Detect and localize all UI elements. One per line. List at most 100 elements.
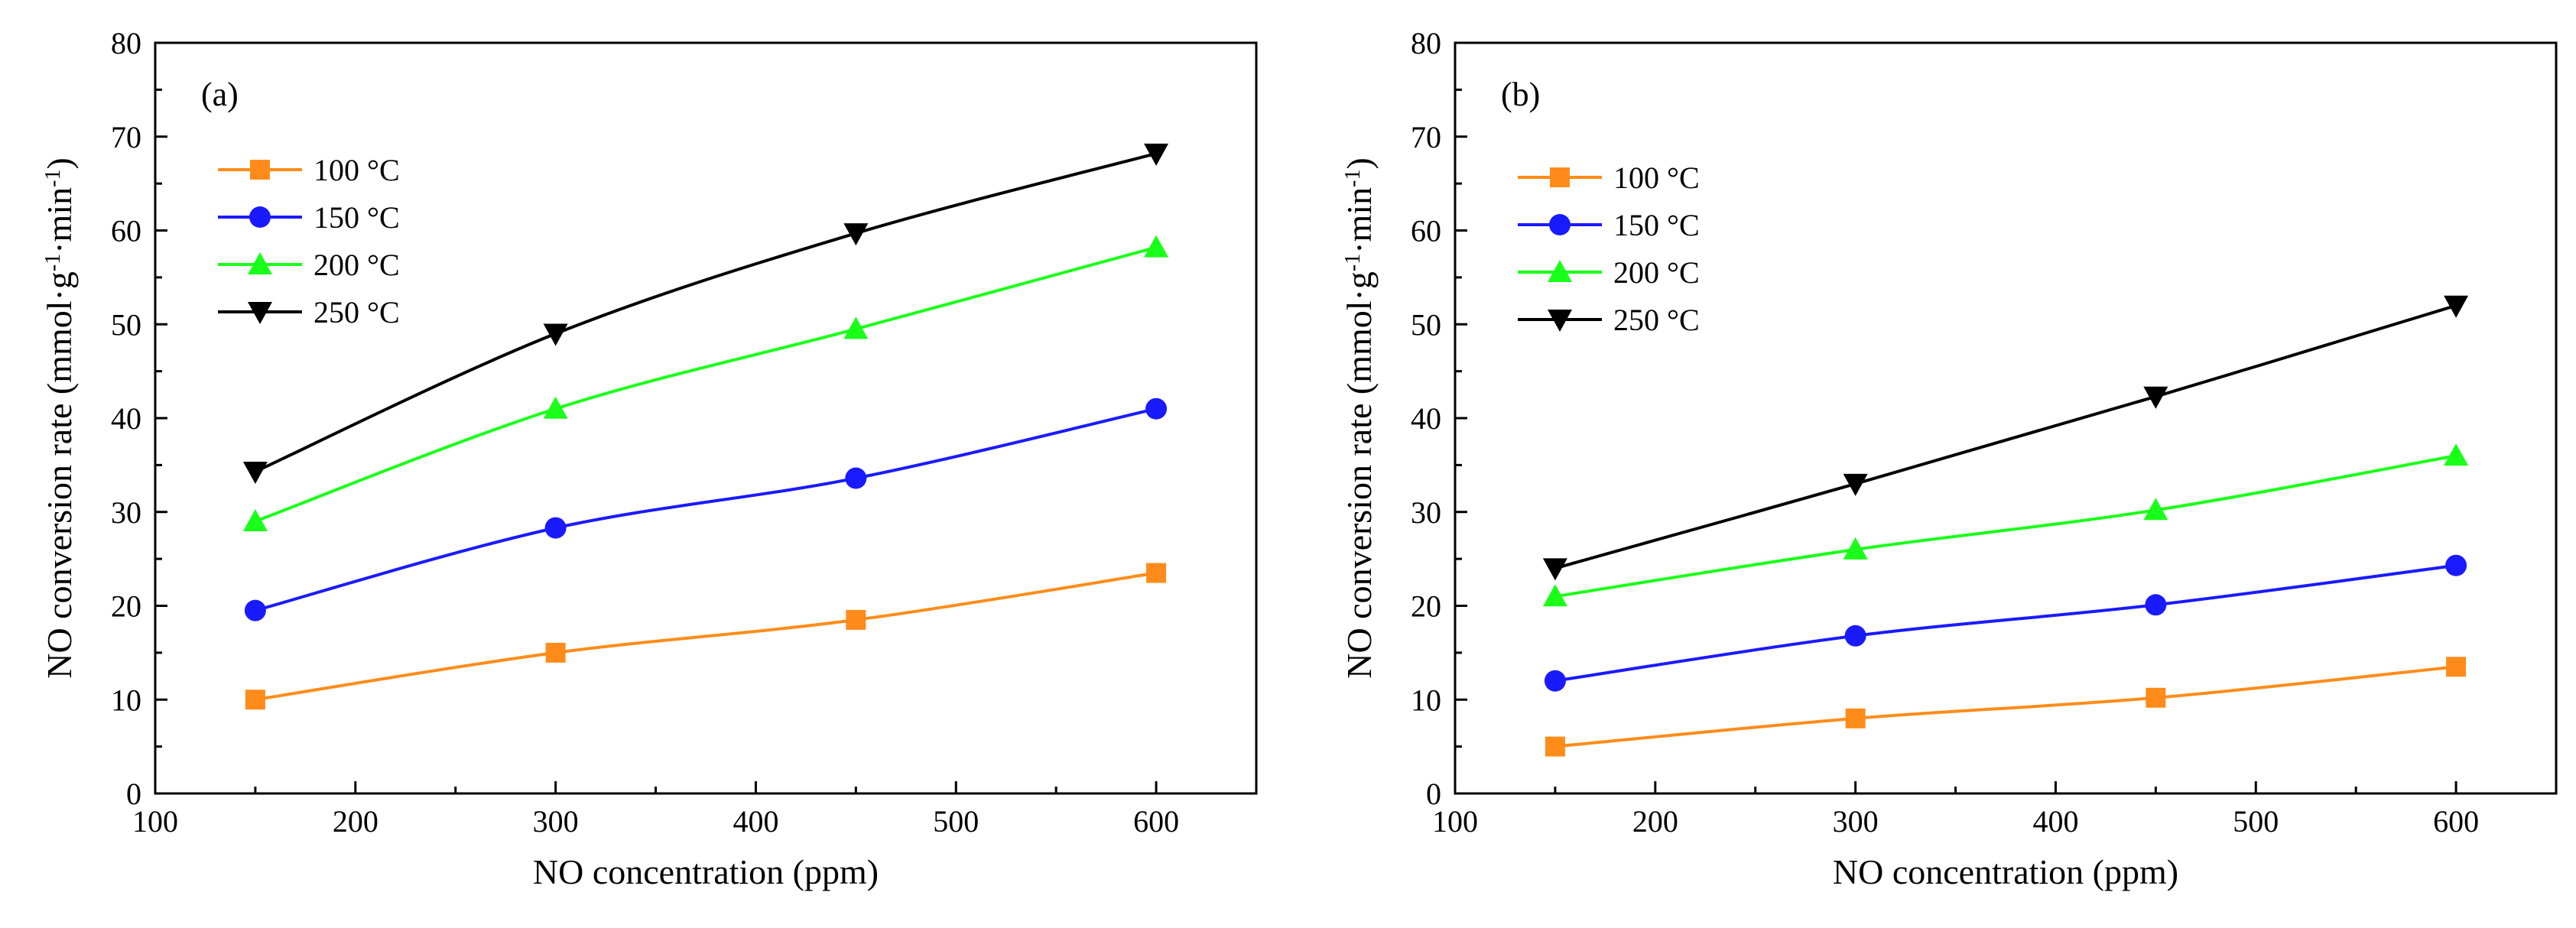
legend-label: 100 °C	[313, 153, 400, 187]
x-tick-label: 400	[733, 804, 778, 839]
data-point	[2444, 295, 2469, 318]
data-point	[2445, 554, 2467, 576]
y-tick-label: 70	[111, 120, 141, 154]
y-tick-label: 60	[111, 214, 141, 248]
legend-label: 200 °C	[1613, 255, 1700, 290]
y-axis-label-superscript: -1	[41, 170, 65, 187]
y-tick-label: 20	[1411, 589, 1441, 624]
y-tick-label: 50	[111, 307, 141, 342]
legend-label: 150 °C	[313, 200, 400, 235]
y-axis-label-part: )	[1340, 157, 1379, 169]
x-tick-label: 100	[132, 804, 178, 839]
series-line	[1554, 454, 2457, 599]
legend-label: 250 °C	[313, 295, 400, 329]
data-point	[1145, 397, 1168, 420]
data-point	[1843, 473, 1868, 496]
series-line	[1554, 665, 2457, 748]
data-point	[1844, 625, 1866, 647]
y-axis-label-part: )	[40, 157, 79, 169]
data-point	[245, 690, 265, 710]
data-point	[846, 609, 866, 630]
y-tick-label: 30	[111, 495, 141, 530]
series-line	[255, 151, 1157, 473]
x-tick-label: 300	[1833, 804, 1879, 839]
series-line	[255, 407, 1157, 612]
data-point	[1144, 143, 1169, 166]
x-tick-label: 200	[333, 804, 378, 839]
y-tick-label: 50	[1411, 307, 1441, 342]
y-axis-label-part: ·min	[40, 187, 79, 254]
legend-marker	[1549, 214, 1571, 235]
data-point	[1542, 558, 1567, 581]
data-point	[1144, 235, 1169, 258]
legend-marker	[1550, 167, 1570, 187]
x-tick-label: 400	[2032, 804, 2078, 839]
legend-label: 200 °C	[313, 248, 400, 282]
legend-label: 250 °C	[1613, 303, 1700, 337]
data-point	[1146, 563, 1167, 583]
y-axis-label-superscript: -1	[1341, 170, 1365, 187]
y-axis-label-superscript: -1	[41, 254, 65, 271]
y-axis-label: NO conversion rate (mmol·g-1·min-1)	[1340, 157, 1379, 679]
data-point	[2444, 443, 2469, 466]
legend-marker	[1548, 310, 1572, 332]
x-tick-label: 300	[533, 804, 579, 839]
data-point	[845, 467, 867, 489]
x-tick-label: 200	[1632, 804, 1678, 839]
data-point	[2145, 594, 2167, 616]
y-tick-label: 40	[111, 401, 141, 436]
data-point	[242, 461, 268, 484]
data-point	[2446, 657, 2467, 677]
series-line	[1554, 303, 2457, 570]
data-point	[544, 517, 567, 539]
legend-marker	[248, 252, 272, 274]
y-tick-label: 0	[1426, 777, 1441, 811]
data-point	[843, 316, 869, 339]
data-point	[545, 642, 566, 663]
y-tick-label: 10	[111, 683, 141, 717]
y-axis-label-part: NO conversion rate (mmol·g	[1340, 271, 1379, 679]
chart-panel-b: 100 200 300 400 500 600 0 10 20 30 40 50 60 70 80 NO co…	[1340, 26, 2558, 891]
y-tick-label: 10	[1411, 683, 1441, 717]
data-point	[1542, 584, 1567, 607]
y-tick-label: 0	[126, 777, 141, 811]
panel-label: (b)	[1501, 76, 1540, 113]
x-axis-label: NO concentration (ppm)	[533, 852, 879, 891]
data-point	[242, 509, 268, 532]
data-point	[1544, 670, 1566, 692]
y-axis-label: NO conversion rate (mmol·g-1·min-1)	[40, 157, 79, 679]
data-point	[244, 599, 266, 621]
y-axis-label-part: ·min	[1340, 187, 1379, 254]
series-line	[255, 245, 1157, 523]
x-tick-label: 500	[2233, 804, 2279, 839]
data-point	[2146, 687, 2166, 708]
legend-marker	[250, 160, 270, 180]
legend-marker	[249, 206, 271, 228]
data-point	[1845, 708, 1866, 728]
y-tick-label: 80	[111, 26, 141, 60]
x-tick-label: 100	[1432, 804, 1478, 839]
series-line	[255, 571, 1157, 702]
y-tick-label: 60	[1411, 214, 1441, 248]
data-point	[2143, 386, 2168, 409]
legend-label: 100 °C	[1613, 161, 1700, 195]
legend-marker	[1548, 260, 1572, 282]
y-tick-label: 70	[1411, 120, 1441, 154]
legend-label: 150 °C	[1613, 208, 1700, 242]
legend-marker	[248, 302, 272, 324]
data-point	[543, 396, 568, 419]
y-axis-label-part: NO conversion rate (mmol·g	[40, 271, 79, 679]
data-point	[1545, 736, 1565, 757]
y-axis-label-superscript: -1	[1341, 254, 1365, 271]
chart-panel-a: 100 200 300 400 500 600 0 10 20 30 40 50 60 70 80 NO co…	[40, 26, 1258, 891]
x-tick-label: 600	[1133, 804, 1179, 839]
y-tick-label: 80	[1411, 26, 1441, 60]
plot-frame	[1454, 41, 2558, 795]
data-point	[2143, 498, 2168, 521]
panel-label: (a)	[201, 76, 239, 113]
data-point	[543, 323, 568, 346]
y-tick-label: 20	[111, 589, 141, 624]
x-tick-label: 500	[933, 804, 979, 839]
data-point	[1843, 537, 1868, 560]
data-point	[843, 223, 869, 246]
